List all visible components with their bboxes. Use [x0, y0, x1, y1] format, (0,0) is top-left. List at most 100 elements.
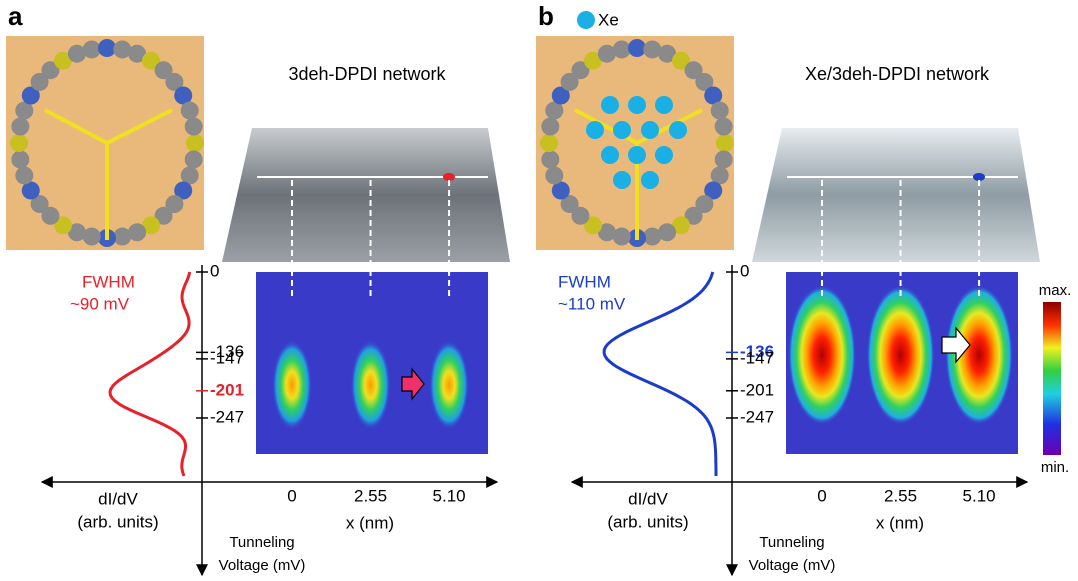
- map-peak: [945, 285, 1014, 425]
- xe-atom: [628, 96, 646, 114]
- model-atom: [21, 86, 40, 105]
- map-peak: [350, 340, 391, 430]
- y-tick-label: 0: [210, 261, 219, 280]
- topography: [222, 128, 510, 262]
- model-atom: [560, 195, 579, 214]
- model-atom: [612, 40, 631, 59]
- peak-arrow: [941, 326, 971, 364]
- panel: a 3deh-DPDI network 0 2.55 5.10 0 -136-147 -201…: [6, 1, 510, 577]
- didv-label: dI/dV: [628, 489, 668, 508]
- model-atom: [695, 72, 714, 91]
- model-atom: [560, 72, 579, 91]
- voltage-label: Tunneling: [229, 534, 294, 551]
- model-atom: [82, 40, 101, 59]
- didv-curve: [108, 271, 192, 477]
- xe-atom: [641, 171, 659, 189]
- model-atom: [165, 72, 184, 91]
- model-atom: [684, 61, 703, 80]
- xe-atom: [601, 96, 619, 114]
- model-bond: [106, 108, 173, 145]
- model-atom: [704, 181, 723, 200]
- xe-atom: [586, 121, 604, 139]
- model-atom: [672, 51, 690, 70]
- model-atom: [541, 150, 560, 169]
- map-peak: [788, 285, 856, 425]
- model-atom: [180, 101, 199, 120]
- model-atom: [10, 134, 28, 152]
- map-peak: [272, 340, 312, 430]
- y-tick-label: -147: [210, 348, 244, 367]
- panel-label: b: [538, 1, 554, 31]
- x-axis-label: x (nm): [346, 513, 394, 532]
- model-atom: [540, 134, 558, 152]
- model-atom: [643, 227, 662, 246]
- y-tick-label: -247: [210, 407, 244, 426]
- map-peak: [866, 285, 935, 425]
- model-atom: [184, 150, 203, 169]
- x-tick-label: 2.55: [884, 486, 917, 505]
- model-atom: [612, 227, 631, 246]
- panel: b Xe Xe/3deh-DPDI network 0 2.55 5.10 0 -136-14…: [536, 1, 1040, 577]
- legend-marker: [577, 11, 595, 29]
- y-tick-label: -201: [210, 380, 244, 399]
- model-atom: [41, 206, 60, 225]
- fwhm-label: FWHM: [558, 272, 611, 291]
- model-atom: [113, 40, 132, 59]
- model-atom: [184, 117, 203, 136]
- model-atom: [15, 166, 34, 185]
- model-atom: [11, 150, 30, 169]
- panel-label: a: [8, 1, 23, 31]
- model-atom: [710, 101, 729, 120]
- colorbar-min: min.: [1041, 459, 1069, 476]
- model-atom: [658, 44, 677, 63]
- model-atom: [128, 223, 147, 242]
- colorbar-max: max.: [1039, 282, 1072, 299]
- model-atom: [180, 166, 199, 185]
- model-atom: [154, 206, 173, 225]
- peak-arrow: [401, 367, 425, 401]
- probe-dot: [443, 173, 455, 181]
- xe-atom: [628, 146, 646, 164]
- y-tick-label: -247: [740, 407, 774, 426]
- model-atom: [704, 86, 723, 105]
- panel-title: Xe/3deh-DPDI network: [805, 64, 990, 84]
- model-atom: [710, 166, 729, 185]
- y-tick-label: -201: [740, 380, 774, 399]
- model-atom: [597, 44, 616, 63]
- probe-dot: [973, 173, 985, 181]
- model-atom: [174, 181, 193, 200]
- xe-atom: [669, 121, 687, 139]
- model-atom: [186, 134, 204, 152]
- model-atom: [174, 86, 193, 105]
- model-atom: [30, 72, 49, 91]
- model-atom: [128, 44, 147, 63]
- model-atom: [571, 61, 590, 80]
- model-atom: [54, 216, 72, 235]
- xe-atom: [641, 121, 659, 139]
- xe-atom: [613, 171, 631, 189]
- model-atom: [551, 86, 570, 105]
- model-atom: [545, 101, 564, 120]
- y-tick-label: -147: [740, 348, 774, 367]
- topography: [752, 128, 1040, 262]
- legend-label: Xe: [598, 10, 619, 29]
- model-atom: [571, 206, 590, 225]
- xe-atom: [655, 96, 673, 114]
- x-tick-label: 0: [817, 486, 826, 505]
- x-tick-label: 2.55: [354, 486, 387, 505]
- colorbar: [1043, 302, 1061, 455]
- model-atom: [15, 101, 34, 120]
- model-atom: [672, 216, 690, 235]
- model-atom: [714, 150, 733, 169]
- model-atom: [165, 195, 184, 214]
- didv-curve: [602, 271, 718, 476]
- model-atom: [545, 166, 564, 185]
- model-atom: [154, 61, 173, 80]
- fwhm-label: FWHM: [82, 272, 135, 291]
- y-tick-label: -136: [740, 342, 774, 361]
- model-atom: [597, 223, 616, 242]
- model-atom: [628, 39, 646, 57]
- x-tick-label: 5.10: [963, 486, 996, 505]
- model-atom: [658, 223, 677, 242]
- model-atom: [11, 117, 30, 136]
